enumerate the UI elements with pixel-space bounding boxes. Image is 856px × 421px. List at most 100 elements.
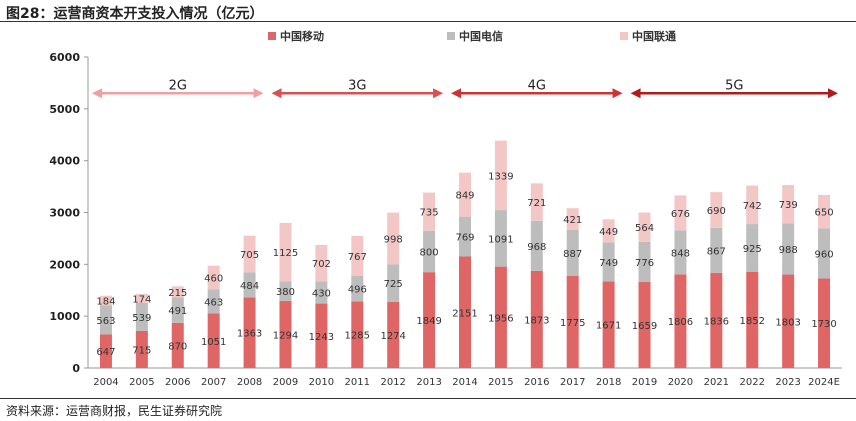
era-arrow-head-right [612,88,623,99]
data-label: 705 [240,250,259,261]
y-tick-label: 3000 [49,207,80,220]
era-arrow-head-left [271,88,282,99]
bar-segment [782,223,795,275]
data-label: 725 [384,279,403,290]
bar-segment [459,172,471,217]
data-label: 1849 [416,316,441,327]
data-label: 887 [563,249,582,260]
bar-segment [279,300,292,368]
figure-title: 图28：运营商资本开支投入情况（亿元） [6,6,264,22]
bar-segment [710,227,723,273]
bar-segment [746,224,759,273]
bar-segment [818,228,831,279]
bar-segment [423,230,436,273]
bar-segment [602,281,615,368]
bar-segment [279,222,292,282]
bar-segment [674,195,687,231]
data-label: 421 [563,215,582,226]
bar-segment [99,305,112,335]
x-tick-label: 2009 [273,377,298,388]
bar-segment [207,265,220,290]
data-label: 1051 [201,337,226,348]
bar-segment [530,270,543,368]
data-label: 767 [348,252,367,263]
data-label: 1274 [380,331,405,342]
data-label: 1285 [345,331,370,342]
data-label: 1836 [704,316,729,327]
x-tick-label: 2019 [632,377,657,388]
bar-segment [351,275,364,302]
legend-label: 中国联通 [632,29,676,43]
data-label: 721 [527,198,546,209]
bar-segment [459,256,471,368]
bar-segment [279,281,292,301]
data-label: 690 [707,206,726,217]
x-tick-label: 2013 [416,377,441,388]
era-arrow-head-left [92,88,102,99]
data-label: 870 [168,341,187,352]
data-label: 1339 [488,171,513,182]
bar-segment [746,272,759,368]
y-tick-label: 0 [72,362,80,375]
data-label: 749 [599,258,618,269]
data-label: 1294 [273,330,298,341]
era-label: 5G [725,78,743,93]
bar-segment [746,185,759,225]
data-label: 800 [420,247,439,258]
bar-segment [423,192,436,231]
bar-segment [135,330,148,368]
stacked-bar-chart: 0 1000 2000 3000 4000 5000 6000 2004 2005 2006 200… [49,29,842,388]
bar-segment [207,313,220,368]
bar-segment [243,235,256,273]
y-tick-label: 6000 [49,51,80,64]
data-label: 1671 [596,321,621,332]
bar-segment [135,293,148,304]
bar-segment [566,208,579,231]
era-arrow-head-right [253,88,264,99]
bar-segment [494,210,507,267]
data-label: 2151 [452,308,477,319]
data-label: 1125 [273,248,298,259]
y-tick-label: 2000 [49,258,80,271]
data-label: 1806 [668,317,693,328]
data-label: 539 [132,313,151,324]
x-tick-label: 2015 [488,377,513,388]
data-label: 1243 [309,332,334,343]
x-tick-label: 2014 [452,377,477,388]
data-label: 174 [132,294,151,305]
bar-segment [315,303,328,368]
x-tick-label: 2017 [560,377,585,388]
data-label: 1775 [560,318,585,329]
bar-segment [566,230,579,276]
bar-segment [171,322,184,368]
bar-segment [710,192,723,228]
data-label: 650 [815,208,834,219]
data-label: 925 [743,244,762,255]
data-label: 960 [815,249,834,260]
bar-segment [387,301,400,368]
data-label: 968 [527,242,546,253]
x-tick-label: 2011 [345,377,370,388]
x-tick-label: 2012 [380,377,405,388]
bar-segment [459,216,471,257]
x-tick-label: 2021 [704,377,729,388]
bar-segment [494,140,507,211]
era-label: 4G [528,78,546,93]
x-tick-label: 2010 [309,377,334,388]
bar-segment [782,274,795,368]
data-label: 1659 [632,321,657,332]
x-tick-label: 2023 [775,377,800,388]
bar-segment [674,230,687,275]
data-label: 867 [707,246,726,257]
data-label: 491 [168,306,187,317]
legend-swatch [447,32,455,40]
data-label: 496 [348,285,367,296]
bar-segment [674,274,687,368]
data-label: 1730 [811,319,836,330]
title-rule [0,21,856,22]
bar-segment [530,220,543,271]
bar-segment [710,272,723,368]
bar-segment [387,264,400,302]
x-tick-label: 2020 [668,377,693,388]
data-label: 776 [635,258,654,269]
